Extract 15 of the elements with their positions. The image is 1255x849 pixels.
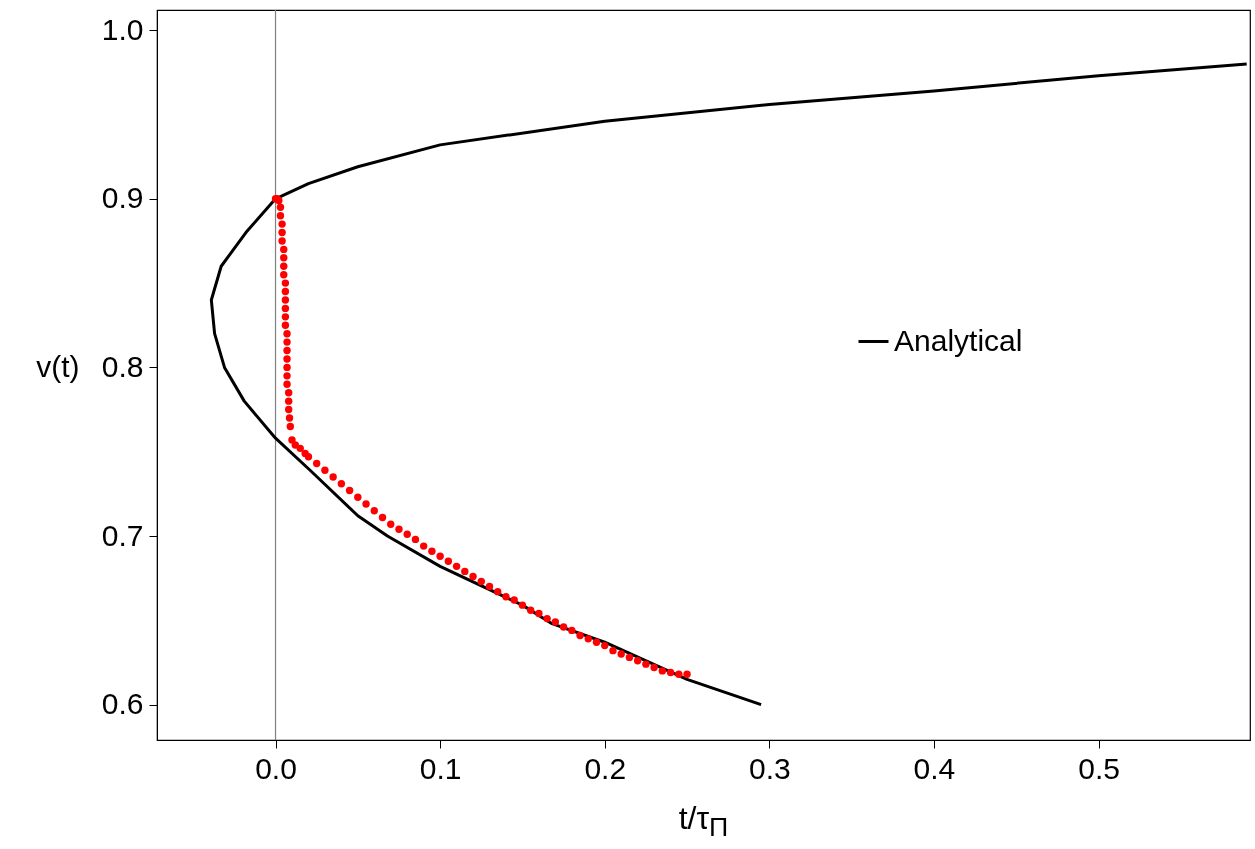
x-axis-title: t/τ$_{Π}$ <box>677 800 730 844</box>
x-tick-label: 0.0 <box>255 751 297 785</box>
x-tick-label: 0.2 <box>584 751 627 785</box>
legend-label: Analytical <box>894 323 1023 357</box>
y-tick-label: 0.6 <box>101 687 144 721</box>
y-tick-label: 0.7 <box>101 518 144 552</box>
line-series <box>209 62 1249 707</box>
y-tick-label: 1.0 <box>101 12 144 46</box>
x-tick-label: 0.1 <box>419 751 462 785</box>
y-tick-label: 0.8 <box>101 349 144 383</box>
x-tick-label: 0.3 <box>748 751 791 785</box>
y-axis-title: v(t) <box>36 350 80 384</box>
x-tick-label: 0.4 <box>913 751 956 785</box>
y-tick-label: 0.9 <box>101 181 144 215</box>
x-tick-label: 0.5 <box>1078 751 1120 785</box>
